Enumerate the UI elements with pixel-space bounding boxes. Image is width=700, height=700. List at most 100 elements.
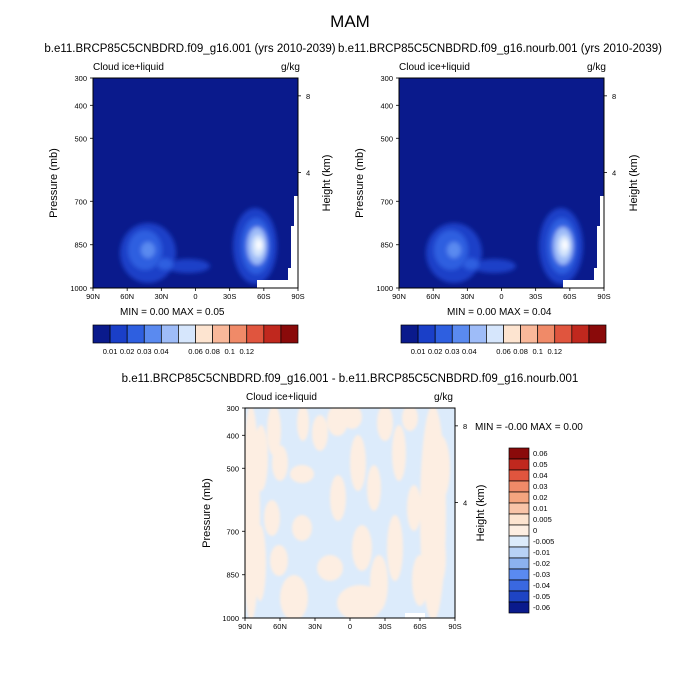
panel2-y2tick-label: 4 bbox=[612, 169, 616, 178]
panel2-xtick-label: 0 bbox=[499, 292, 503, 301]
panel2-colorbar-box bbox=[434, 324, 453, 344]
panel3-colorbar-label: 0.05 bbox=[533, 460, 548, 469]
panel2-colorbar-box bbox=[588, 324, 607, 344]
panel1-units-label: g/kg bbox=[281, 62, 300, 73]
panel1-colorbar-box bbox=[92, 324, 111, 344]
panel3-colorbar-label: -0.01 bbox=[533, 548, 550, 557]
panel1-colorbar-box bbox=[160, 324, 179, 344]
panel3-colorbar-label: 0.04 bbox=[533, 471, 548, 480]
panel2-plot: 90N 60N 30N 0 30S 60S 90S 300 400 500 700 850 1000 8 4… bbox=[376, 74, 616, 356]
panel3-ytick-label: 850 bbox=[226, 571, 239, 580]
panel1-ytick-label: 500 bbox=[74, 134, 87, 143]
panel3-ytick-label: 400 bbox=[226, 431, 239, 440]
panel1-ytick-label: 700 bbox=[74, 197, 87, 206]
panel3-colorbar-label: -0.03 bbox=[533, 570, 550, 579]
panel3-minmax: MIN = -0.00 MAX = 0.00 bbox=[475, 422, 583, 433]
panel3-y2tick-label: 4 bbox=[463, 499, 467, 508]
panel2-minmax: MIN = 0.00 MAX = 0.04 bbox=[447, 307, 552, 318]
panel3-colorbar-label: -0.02 bbox=[533, 559, 550, 568]
panel3-colorbar-box bbox=[508, 480, 530, 493]
panel3-colorbar-label: 0.03 bbox=[533, 482, 548, 491]
panel2-colorbar-label: 0.12 bbox=[547, 347, 562, 356]
panel3-xtick-label: 60S bbox=[413, 622, 426, 631]
panel1-xtick-label: 0 bbox=[193, 292, 197, 301]
panel2-xtick-label: 30N bbox=[460, 292, 474, 301]
panel1-colorbar-label: 0.04 bbox=[154, 347, 169, 356]
panel1-xtick-label: 30N bbox=[154, 292, 168, 301]
panel2-colorbar-box bbox=[554, 324, 573, 344]
panel3-xtick-label: 60N bbox=[273, 622, 287, 631]
panel3-title: b.e11.BRCP85C5CNBDRD.f09_g16.001 - b.e11… bbox=[121, 373, 579, 385]
panel3-variable-label: Cloud ice+liquid bbox=[246, 392, 317, 403]
panel3-ytick-label: 700 bbox=[226, 527, 239, 536]
panel2-colorbar-label: 0.08 bbox=[513, 347, 528, 356]
panel1-colorbar-box bbox=[280, 324, 299, 344]
panel1-colorbar-label: 0.03 bbox=[137, 347, 152, 356]
panel3-colorbar-box bbox=[508, 579, 530, 592]
panel1-xtick-label: 60N bbox=[120, 292, 134, 301]
panel1-xtick-label: 60S bbox=[257, 292, 270, 301]
panel2-xtick-label: 60N bbox=[426, 292, 440, 301]
panel1-colorbar-box bbox=[229, 324, 248, 344]
panel3-colorbar-box bbox=[508, 502, 530, 515]
panel1-ytick-label: 300 bbox=[74, 74, 87, 83]
panel1-colorbar-label: 0.12 bbox=[239, 347, 254, 356]
panel3-colorbar-box bbox=[508, 447, 530, 460]
panel3-colorbar-label: -0.05 bbox=[533, 592, 550, 601]
panel2-colorbar-label: 0.01 bbox=[411, 347, 426, 356]
panel2-xtick-label: 30S bbox=[529, 292, 542, 301]
panel3-xtick-label: 30S bbox=[378, 622, 391, 631]
panel2-colorbar-box bbox=[451, 324, 470, 344]
panel3-colorbar-label: 0 bbox=[533, 526, 537, 535]
panel3-plot: 90N 60N 30N 0 30S 60S 90S 300 400 500 700 850 1000 8 4… bbox=[222, 404, 554, 631]
main-title: MAM bbox=[330, 12, 370, 31]
panel1-minmax: MIN = 0.00 MAX = 0.05 bbox=[120, 307, 225, 318]
panel1-colorbar-label: 0.06 bbox=[188, 347, 203, 356]
panel2-xtick-label: 90N bbox=[392, 292, 406, 301]
panel1-variable-label: Cloud ice+liquid bbox=[93, 62, 164, 73]
panel1-missing-data bbox=[257, 196, 298, 288]
panel1-colorbar-box bbox=[143, 324, 162, 344]
panel1-colorbar-box bbox=[263, 324, 282, 344]
panel2-y2tick-label: 8 bbox=[612, 92, 616, 101]
panel1-colorbar-label: 0.01 bbox=[103, 347, 118, 356]
panel3-xtick-label: 90S bbox=[448, 622, 461, 631]
panel3-colorbar-label: 0.02 bbox=[533, 493, 548, 502]
panel1-colorbar-label: 0.02 bbox=[120, 347, 135, 356]
panel2-ytick-label: 700 bbox=[380, 197, 393, 206]
panel3-colorbar-box bbox=[508, 557, 530, 570]
panel2-title: b.e11.BRCP85C5CNBDRD.f09_g16.nourb.001 (… bbox=[338, 43, 662, 55]
panel3-colorbar-label: 0.06 bbox=[533, 449, 548, 458]
panel2-variable-label: Cloud ice+liquid bbox=[399, 62, 470, 73]
panel3-colorbar-label: 0.01 bbox=[533, 504, 548, 513]
panel1-y2tick-label: 8 bbox=[306, 92, 310, 101]
panel3-colorbar-box bbox=[508, 535, 530, 548]
panel3-y2tick-label: 8 bbox=[463, 422, 467, 431]
panel2-ytick-label: 400 bbox=[380, 101, 393, 110]
panel2-colorbar-label: 0.06 bbox=[496, 347, 511, 356]
panel2-ytick-label: 500 bbox=[380, 134, 393, 143]
panel3-colorbar-box bbox=[508, 458, 530, 471]
panel2-missing-data bbox=[563, 196, 604, 288]
panel2-colorbar-box bbox=[417, 324, 436, 344]
panel3-colorbar-box bbox=[508, 590, 530, 603]
panel2-colorbar-label: 0.02 bbox=[428, 347, 443, 356]
panel1-plot: 90N 60N 30N 0 30S 60S 90S 300 400 500 700 850 1000 8 4… bbox=[70, 74, 310, 356]
panel3-colorbar-label: -0.005 bbox=[533, 537, 554, 546]
panel3-ytick-label: 500 bbox=[226, 464, 239, 473]
panel3-colorbar-box bbox=[508, 524, 530, 537]
panel2-colorbar-box bbox=[503, 324, 521, 344]
panel1-xtick-label: 30S bbox=[223, 292, 236, 301]
panel2-xtick-label: 60S bbox=[563, 292, 576, 301]
panel1-title: b.e11.BRCP85C5CNBDRD.f09_g16.001 (yrs 20… bbox=[44, 43, 336, 55]
panel2-colorbar-box bbox=[520, 324, 539, 344]
panel3-colorbar-box bbox=[508, 513, 530, 526]
panel1-colorbar-box bbox=[212, 324, 231, 344]
panel1-colorbar-box bbox=[246, 324, 265, 344]
panel3-ytick-label: 300 bbox=[226, 404, 239, 413]
panel3-ytick-label: 1000 bbox=[222, 614, 239, 623]
panel3-xtick-label: 0 bbox=[348, 622, 352, 631]
panel1-colorbar-box bbox=[195, 324, 213, 344]
panel3-colorbar-label: -0.06 bbox=[533, 603, 550, 612]
